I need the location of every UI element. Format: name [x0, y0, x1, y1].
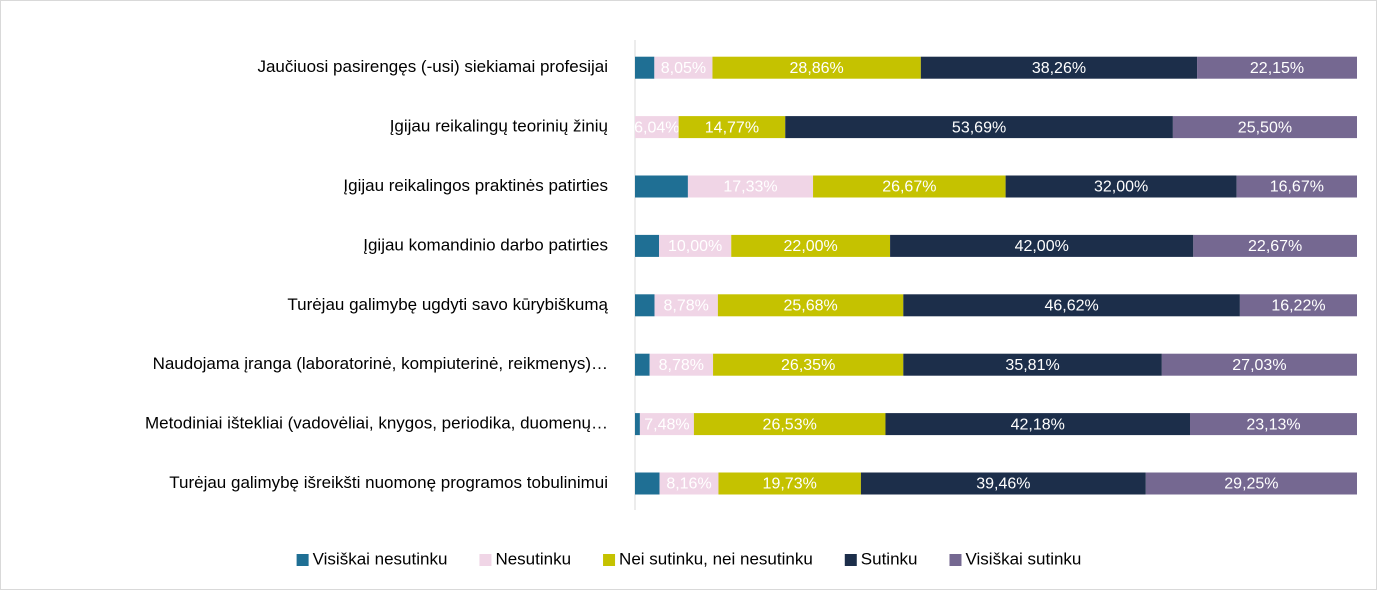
legend-label: Nei sutinku, nei nesutinku — [619, 549, 813, 568]
data-label: 23,13% — [1246, 416, 1300, 433]
bar-segment — [890, 234, 1194, 257]
legend-label: Visiškai sutinku — [965, 549, 1081, 568]
y-tick-label: Įgijau reikalingų teorinių žinių — [390, 117, 608, 136]
data-label: 28,86% — [790, 60, 844, 77]
bar-segment — [659, 472, 719, 495]
bar-segment — [649, 353, 714, 376]
bar-segment — [1161, 353, 1357, 376]
data-label: 19,73% — [763, 476, 817, 493]
bar-segment — [635, 175, 688, 198]
bar-segment — [712, 56, 921, 79]
legend-label: Sutinku — [861, 549, 918, 568]
bar-segment — [635, 234, 660, 257]
bar-segment — [1172, 116, 1357, 139]
y-tick-label: Įgijau reikalingos praktinės patirties — [343, 176, 608, 195]
bar-segment — [920, 56, 1198, 79]
bar-segment — [678, 116, 786, 139]
data-label: 32,00% — [1094, 179, 1148, 196]
legend-swatch — [479, 554, 492, 566]
y-tick-label: Turėjau galimybę išreikšti nuomonę progr… — [169, 473, 608, 492]
bar-segment — [693, 413, 886, 436]
legend: Visiškai nesutinku Nesutinku Nei sutinku, … — [296, 549, 1081, 568]
data-label: 7,48% — [644, 416, 689, 433]
bar-segment — [731, 234, 891, 257]
bar-segment — [1197, 56, 1357, 79]
bar-segment — [1239, 294, 1357, 317]
bar-segment — [635, 56, 655, 79]
bar-segment — [717, 294, 904, 317]
legend-swatch — [603, 554, 616, 566]
bar-segment — [1193, 234, 1357, 257]
data-label: 53,69% — [952, 119, 1006, 136]
data-label: 14,77% — [705, 119, 759, 136]
bar-segment — [860, 472, 1146, 495]
data-label: 25,50% — [1238, 119, 1292, 136]
data-label: 8,05% — [661, 60, 706, 77]
bar-segment — [813, 175, 1006, 198]
bar-segment — [903, 294, 1240, 317]
data-label: 35,81% — [1005, 357, 1059, 374]
data-label: 42,00% — [1015, 238, 1069, 255]
legend-swatch — [949, 554, 962, 566]
y-tick-label: Metodiniai ištekliai (vadovėliai, knygos… — [145, 414, 608, 433]
data-label: 8,78% — [659, 357, 704, 374]
data-label: 22,00% — [784, 238, 838, 255]
bar-segment — [1236, 175, 1357, 198]
data-label: 46,62% — [1044, 298, 1098, 315]
bar-segment — [1005, 175, 1237, 198]
legend-swatch — [844, 554, 857, 566]
bar-segment — [1190, 413, 1357, 436]
legend-label: Visiškai nesutinku — [313, 549, 448, 568]
bar-segment — [1145, 472, 1357, 495]
bar-segment — [635, 472, 660, 495]
data-label: 26,67% — [882, 179, 936, 196]
data-label: 17,33% — [723, 179, 777, 196]
bar-segment — [885, 413, 1191, 436]
data-label: 8,16% — [666, 476, 711, 493]
bar-segment — [639, 413, 694, 436]
bar-segment — [659, 234, 732, 257]
bar-segment — [903, 353, 1162, 376]
data-label: 8,78% — [664, 298, 709, 315]
data-label: 39,46% — [976, 476, 1030, 493]
y-tick-label: Naudojama įranga (laboratorinė, kompiute… — [153, 354, 608, 373]
data-label: 16,67% — [1270, 179, 1324, 196]
legend-label: Nesutinku — [495, 549, 571, 568]
bar-segment — [654, 56, 713, 79]
bar-segment — [635, 294, 655, 317]
bar-segment — [785, 116, 1173, 139]
data-label: 6,04% — [634, 119, 679, 136]
bar-segment — [635, 116, 679, 139]
data-label: 25,68% — [783, 298, 837, 315]
y-tick-label: Turėjau galimybę ugdyti savo kūrybiškumą — [287, 295, 608, 314]
data-label: 27,03% — [1232, 357, 1286, 374]
data-label: 22,67% — [1248, 238, 1302, 255]
data-label: 29,25% — [1224, 476, 1278, 493]
data-label: 16,22% — [1271, 298, 1325, 315]
y-tick-label: Įgijau komandinio darbo patirties — [363, 235, 608, 254]
bar-segment — [687, 175, 814, 198]
y-tick-label: Jaučiuosi pasirengęs (-usi) siekiamai pr… — [257, 57, 608, 76]
bar-segment — [713, 353, 904, 376]
data-label: 26,35% — [781, 357, 835, 374]
bar-segment — [635, 353, 650, 376]
data-label: 38,26% — [1032, 60, 1086, 77]
data-label: 26,53% — [763, 416, 817, 433]
data-label: 22,15% — [1250, 60, 1304, 77]
bar-segment — [718, 472, 861, 495]
bar-segment — [635, 413, 640, 436]
data-label: 10,00% — [668, 238, 722, 255]
bar-segment — [654, 294, 718, 317]
legend-swatch — [296, 554, 309, 566]
data-label: 42,18% — [1011, 416, 1065, 433]
